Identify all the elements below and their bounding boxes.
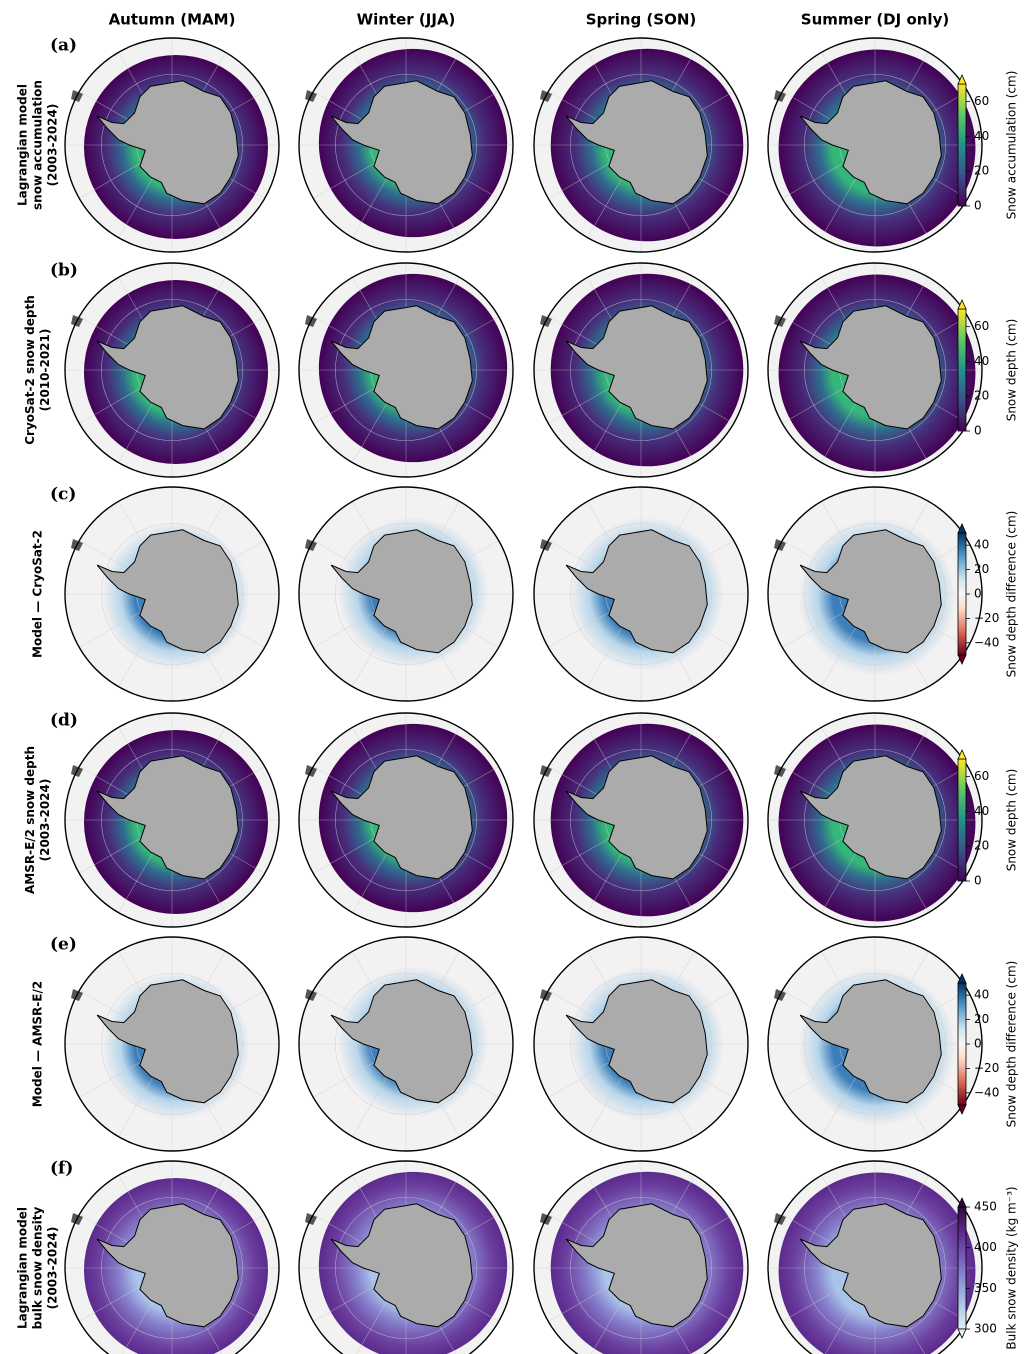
colorbar-tick-label: −40 (974, 635, 999, 649)
colorbar-tick-label: 40 (974, 804, 989, 818)
row-label: Model — AMSR-E/2 (31, 981, 45, 1107)
colorbar (958, 759, 966, 881)
polar-map (65, 1161, 279, 1354)
row-label: bulk snow density (31, 1206, 45, 1329)
colorbar-tick-label: 60 (974, 769, 989, 783)
colorbar (958, 533, 966, 655)
panel-letter: (e) (50, 935, 77, 955)
polar-map (768, 1161, 982, 1354)
polar-map (299, 713, 513, 927)
colorbar-tick-label: 20 (974, 389, 989, 403)
panel-letter: (d) (50, 711, 78, 731)
row-label: (2003-2024) (38, 779, 52, 862)
column-title: Autumn (MAM) (109, 11, 236, 29)
row-label: (2003-2024) (46, 104, 60, 187)
panel-letter: (a) (50, 36, 77, 56)
colorbar-label: Bulk snow density (kg m⁻³) (1005, 1186, 1019, 1349)
colorbar (958, 983, 966, 1105)
colorbar-tick-label: 60 (974, 94, 989, 108)
colorbar-tick-label: −20 (974, 611, 999, 625)
polar-map (534, 1161, 748, 1354)
polar-map (768, 263, 982, 477)
colorbar-tick-label: 20 (974, 839, 989, 853)
polar-map (534, 38, 748, 252)
colorbar-tick-label: 20 (974, 164, 989, 178)
colorbar (958, 1207, 966, 1329)
colorbar-tick-label: 450 (974, 1200, 997, 1214)
polar-map (65, 713, 279, 927)
row-label: Model — CryoSat-2 (31, 530, 45, 658)
colorbar-tick-label: 400 (974, 1240, 997, 1254)
polar-map (768, 713, 982, 927)
colorbar-label: Snow depth (cm) (1005, 319, 1019, 422)
polar-map (65, 38, 279, 252)
colorbar (958, 84, 966, 206)
row-label: Lagrangian model (16, 1207, 30, 1329)
colorbar-tick-label: 40 (974, 988, 989, 1002)
colorbar-tick-label: −20 (974, 1061, 999, 1075)
polar-map (65, 263, 279, 477)
figure: Autumn (MAM) Winter (JJA) Spring (SON) Summ… (0, 0, 1026, 1354)
row-label: AMSR-E/2 snow depth (23, 746, 37, 894)
colorbar (958, 309, 966, 431)
polar-map (299, 38, 513, 252)
row-label: (2010-2021) (38, 329, 52, 412)
colorbar-tick-label: 350 (974, 1281, 997, 1295)
colorbar-tick-label: −40 (974, 1085, 999, 1099)
colorbar-tick-label: 0 (974, 1037, 982, 1051)
colorbar-tick-label: 0 (974, 587, 982, 601)
polar-map (534, 713, 748, 927)
polar-map (65, 487, 279, 701)
colorbar-tick-label: 20 (974, 1012, 989, 1026)
row-label: snow accumulation (31, 80, 45, 210)
column-title: Winter (JJA) (357, 11, 456, 29)
polar-map (299, 937, 513, 1151)
row-label: CryoSat-2 snow depth (23, 295, 37, 445)
polar-map (534, 487, 748, 701)
polar-map (768, 38, 982, 252)
polar-map (534, 263, 748, 477)
row-label: Lagrangian model (16, 84, 30, 206)
polar-map (299, 487, 513, 701)
polar-map (534, 937, 748, 1151)
panel-letter: (b) (50, 261, 78, 281)
colorbar-tick-label: 0 (974, 874, 982, 888)
polar-map (768, 937, 982, 1151)
colorbar-tick-label: 20 (974, 562, 989, 576)
row-label: (2003-2024) (46, 1227, 60, 1310)
colorbar-label: Snow depth difference (cm) (1005, 511, 1019, 678)
colorbar-tick-label: 0 (974, 199, 982, 213)
polar-map (299, 1161, 513, 1354)
panel-letter: (f) (50, 1159, 73, 1179)
colorbar-tick-label: 300 (974, 1322, 997, 1336)
colorbar-tick-label: 60 (974, 319, 989, 333)
colorbar-tick-label: 40 (974, 129, 989, 143)
colorbar-tick-label: 40 (974, 354, 989, 368)
colorbar-label: Snow depth difference (cm) (1005, 961, 1019, 1128)
polar-map (768, 487, 982, 701)
column-title: Summer (DJ only) (801, 11, 949, 29)
column-title: Spring (SON) (586, 11, 697, 29)
colorbar-label: Snow depth (cm) (1005, 769, 1019, 872)
colorbar-label: Snow accumulation (cm) (1005, 71, 1019, 220)
polar-map (299, 263, 513, 477)
panel-letter: (c) (50, 485, 76, 505)
polar-map (65, 937, 279, 1151)
colorbar-tick-label: 0 (974, 424, 982, 438)
colorbar-tick-label: 40 (974, 538, 989, 552)
